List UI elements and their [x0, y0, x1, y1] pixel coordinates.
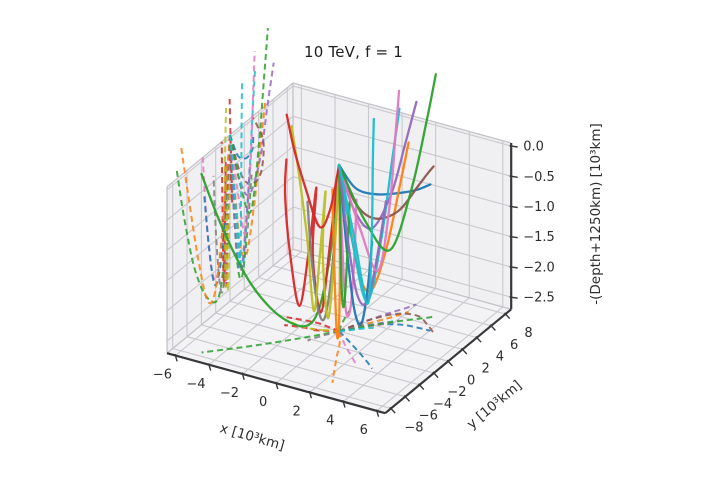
x-tick [375, 409, 380, 417]
y-tick [446, 359, 453, 367]
trajectory-track-01 [337, 163, 432, 196]
wall-projection-track-16 [229, 51, 256, 236]
trajectory-track-09 [290, 124, 341, 320]
trajectory-track-04 [283, 158, 341, 314]
wall-projection-track-18 [229, 82, 243, 270]
box-edge [166, 248, 294, 354]
y-tick-label: 2 [481, 361, 489, 376]
wall-projection-track-09 [223, 107, 231, 292]
z-tick-label: −1.0 [523, 200, 555, 215]
grid-line-z-rightwall [292, 115, 512, 177]
x-tick-label: −6 [153, 368, 172, 383]
floor-projection-track-08 [307, 330, 340, 342]
x-tick [241, 372, 245, 380]
wall-projection-track-08 [212, 134, 231, 294]
trajectories [200, 73, 437, 340]
y-tick [432, 371, 439, 379]
axes3d-box-edges [166, 82, 512, 354]
wall-projection-track-06 [229, 116, 265, 186]
grid-line-y-floor [244, 288, 463, 350]
z-tick [509, 266, 518, 269]
floor-projection-track-18 [338, 326, 374, 333]
y-tick [389, 406, 396, 414]
y-tick-label: −8 [404, 421, 423, 436]
z-tick [509, 175, 518, 178]
trajectory-track-16 [337, 89, 401, 272]
x-tick-label: −2 [220, 386, 239, 401]
y-tick [503, 312, 511, 320]
trajectory-track-10 [337, 107, 401, 303]
wall-projection-track-15 [229, 134, 251, 272]
floor-projection-track-11 [338, 330, 373, 370]
y-tick [489, 324, 496, 331]
wall-projection-track-12 [180, 134, 231, 305]
z-axis-label: -(Depth+1250km) [10³km] [588, 123, 604, 305]
grid-line-z-rightwall [292, 85, 512, 147]
x-tick-label: 6 [360, 423, 368, 438]
grid-line-y-floor [172, 347, 392, 410]
grid-line-z-leftwall [166, 206, 294, 312]
y-tick [417, 383, 425, 390]
trajectory-track-15 [337, 163, 388, 306]
x-tick [275, 381, 279, 390]
trajectory-track-03 [200, 163, 341, 328]
axis-lines-and-ticks [166, 143, 518, 417]
y-tick-label: 6 [510, 338, 518, 353]
z-tick-label: −2.0 [523, 261, 555, 276]
y-tick [475, 336, 482, 343]
wall-projection-track-02 [229, 102, 267, 259]
y-tick [403, 395, 411, 402]
y-tick-label: −2 [447, 385, 466, 400]
z-tick-label: −2.5 [523, 291, 555, 306]
z-tick-label: −0.5 [523, 170, 555, 185]
y-tick-label: 0 [467, 373, 475, 388]
grid-line-y-floor [186, 336, 406, 398]
wall-projection-track-01 [229, 134, 255, 160]
x-tick-label: 2 [293, 404, 301, 419]
trajectory-track-18 [337, 117, 375, 306]
floor-projection-track-17 [338, 315, 437, 333]
z-tick-label: 0.0 [523, 140, 544, 155]
trajectory-track-14 [285, 113, 341, 229]
box-edge [292, 82, 512, 144]
z-tick [509, 205, 518, 209]
y-tick-label: −4 [433, 397, 452, 412]
y-tick-label: −6 [419, 409, 438, 424]
trajectory-track-11 [337, 163, 374, 327]
z-tick [509, 296, 518, 299]
x-tick-label: 0 [259, 395, 267, 410]
z-tick-label: −1.5 [523, 230, 555, 245]
grid-line-y-floor [201, 324, 420, 386]
plot-title: 10 TeV, f = 1 [303, 43, 404, 61]
x-tick [342, 399, 346, 408]
wall-projection-track-17 [229, 28, 269, 214]
x-tick [207, 363, 212, 371]
y-tick [460, 347, 468, 355]
grid-line-z-rightwall [292, 206, 512, 268]
floor-projection-track-03 [201, 330, 340, 354]
y-tick-label: 4 [496, 350, 504, 365]
x-tick-label: 4 [326, 414, 334, 429]
trajectory-projections [175, 28, 437, 384]
x-tick [174, 353, 178, 362]
z-tick [509, 145, 518, 148]
x-tick-label: −4 [186, 377, 205, 392]
floor-projection-track-06 [338, 312, 435, 334]
floor-projection-track-07 [338, 330, 358, 367]
floor-projection-track-12 [331, 331, 341, 384]
grid-line-z-leftwall [166, 236, 294, 342]
trajectory-track-17 [337, 73, 437, 252]
trajectory-track-13 [337, 163, 351, 309]
box-edge [166, 82, 294, 188]
grid-line-y-floor [215, 312, 435, 374]
y-tick-label: 8 [524, 326, 532, 341]
z-tick [509, 235, 518, 239]
x-tick [308, 390, 313, 399]
floor-projection-track-13 [338, 309, 351, 332]
x-axis-label: x [10³km] [218, 420, 286, 454]
